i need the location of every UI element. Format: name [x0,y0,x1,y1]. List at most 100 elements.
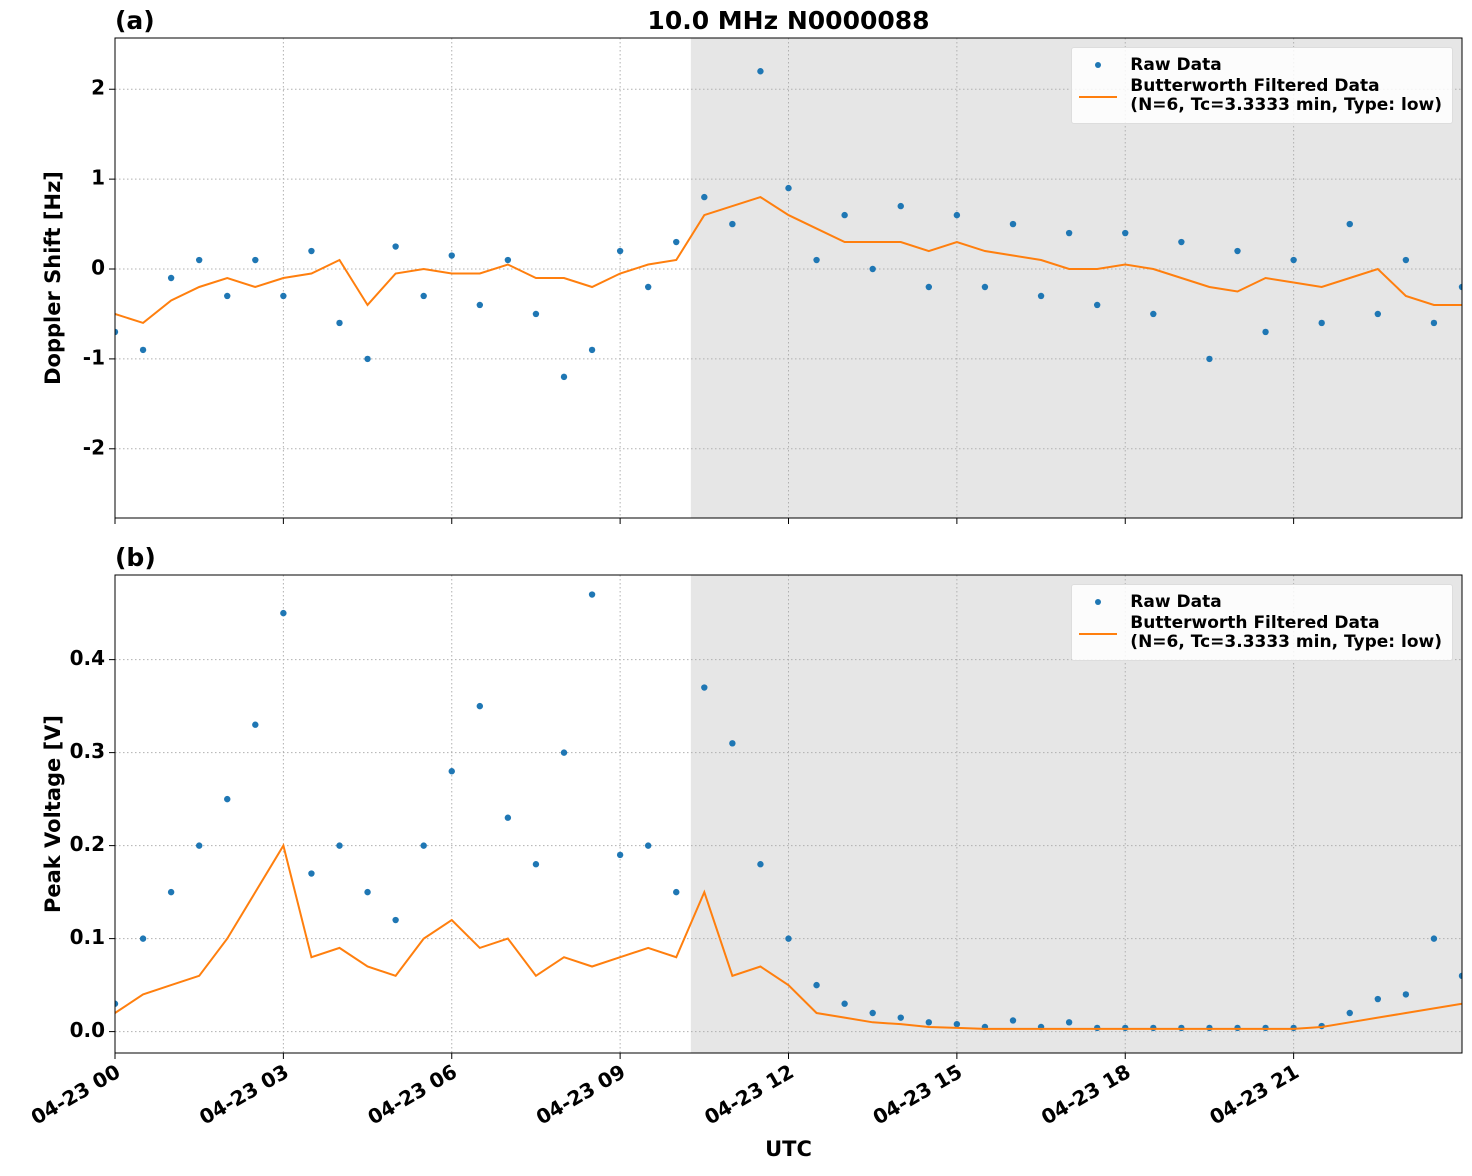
legend-key [1078,77,1118,98]
y-tick-label: 0.0 [70,1018,105,1042]
raw-point [167,274,175,282]
raw-point [841,1000,848,1007]
raw-point [139,935,147,942]
x-tick-label: 04-23 12 [700,1059,798,1129]
raw-point [1458,283,1462,291]
raw-point [1262,328,1269,336]
legend-label: Butterworth Filtered Data (N=6, Tc=3.333… [1130,613,1442,652]
legend-marker [1079,633,1118,635]
raw-point [560,373,568,381]
raw-point [1430,935,1438,942]
raw-point [785,935,792,942]
raw-point [757,861,764,868]
raw-point [588,346,596,354]
raw-point [560,749,568,756]
raw-point [1065,229,1073,237]
raw-point [476,702,484,710]
raw-point [504,256,512,264]
raw-point [644,283,652,291]
y-tick-label: 1 [91,166,105,190]
legend-label: Raw Data [1130,592,1222,612]
raw-point [364,355,371,363]
raw-point [1234,247,1241,255]
raw-point [420,842,427,849]
raw-point [532,861,540,868]
raw-point [139,346,147,354]
raw-point [673,888,680,896]
raw-point [673,238,680,246]
raw-point [1402,991,1410,998]
y-tick-label: 0.3 [70,739,105,763]
x-tick-label: 04-23 06 [363,1059,461,1129]
filtered-line [115,843,1462,1030]
raw-point [616,247,624,255]
raw-point [1065,1019,1073,1026]
raw-point [195,256,203,264]
raw-point [1430,319,1438,327]
x-tick-label: 04-23 09 [532,1059,630,1129]
raw-point [1374,995,1382,1003]
legend-label: Butterworth Filtered Data (N=6, Tc=3.333… [1130,76,1442,115]
raw-point [308,247,315,255]
raw-point [1178,238,1185,246]
legend-marker [1095,62,1102,68]
raw-point [1009,1017,1017,1024]
x-tick-label: 04-23 18 [1037,1059,1135,1129]
raw-point [280,609,287,617]
raw-point [869,265,876,273]
raw-point [336,319,343,327]
y-tick-label: -1 [83,345,105,369]
raw-point [644,842,652,849]
raw-point [1150,310,1157,318]
raw-point [813,256,820,264]
raw-point [1037,292,1045,300]
raw-point [308,870,315,877]
raw-point [1402,256,1410,264]
raw-point [616,851,624,859]
raw-point [953,1020,961,1028]
raw-point [925,1019,933,1026]
y-tick-label: -2 [83,435,105,459]
raw-point [224,292,231,300]
legend-entry: Raw Data [1078,593,1442,612]
filtered-line [115,196,1462,325]
y-axis-label: Doppler Shift [Hz] [41,171,65,385]
x-tick-label: 04-23 00 [27,1059,125,1129]
raw-point [532,310,540,318]
raw-point [167,888,175,896]
y-tick-label: 0.2 [70,832,105,856]
panel-label: (a) [115,6,155,35]
raw-point [224,795,231,803]
raw-point [1346,220,1353,228]
legend-marker [1095,599,1102,605]
raw-point [195,842,203,849]
legend: Raw Data Butterworth Filtered Data (N=6, … [1071,47,1453,124]
y-tick-label: 0 [91,256,105,280]
x-axis-label: UTC [765,1137,812,1161]
raw-point [1122,229,1129,237]
raw-point [252,256,259,264]
legend-entry: Butterworth Filtered Data (N=6, Tc=3.333… [1078,614,1442,652]
raw-point [953,211,961,219]
chart-title: 10.0 MHz N0000088 [647,6,929,35]
raw-point [981,283,989,291]
legend-label: Raw Data [1130,55,1222,75]
raw-point [841,211,848,219]
panel-label: (b) [115,543,156,572]
raw-point [448,252,455,259]
raw-point [1009,220,1017,228]
raw-point [115,328,119,336]
raw-point [1458,972,1462,980]
raw-point [448,768,455,775]
raw-point [252,721,259,728]
x-tick-label: 04-23 21 [1205,1059,1303,1129]
axes-frame [114,37,1463,519]
raw-point [588,591,596,598]
raw-point [897,1014,904,1021]
raw-point [115,1000,119,1007]
y-tick-label: 2 [91,76,105,100]
raw-point [364,888,371,896]
x-tick-label: 04-23 15 [869,1059,967,1129]
raw-point [729,740,736,747]
